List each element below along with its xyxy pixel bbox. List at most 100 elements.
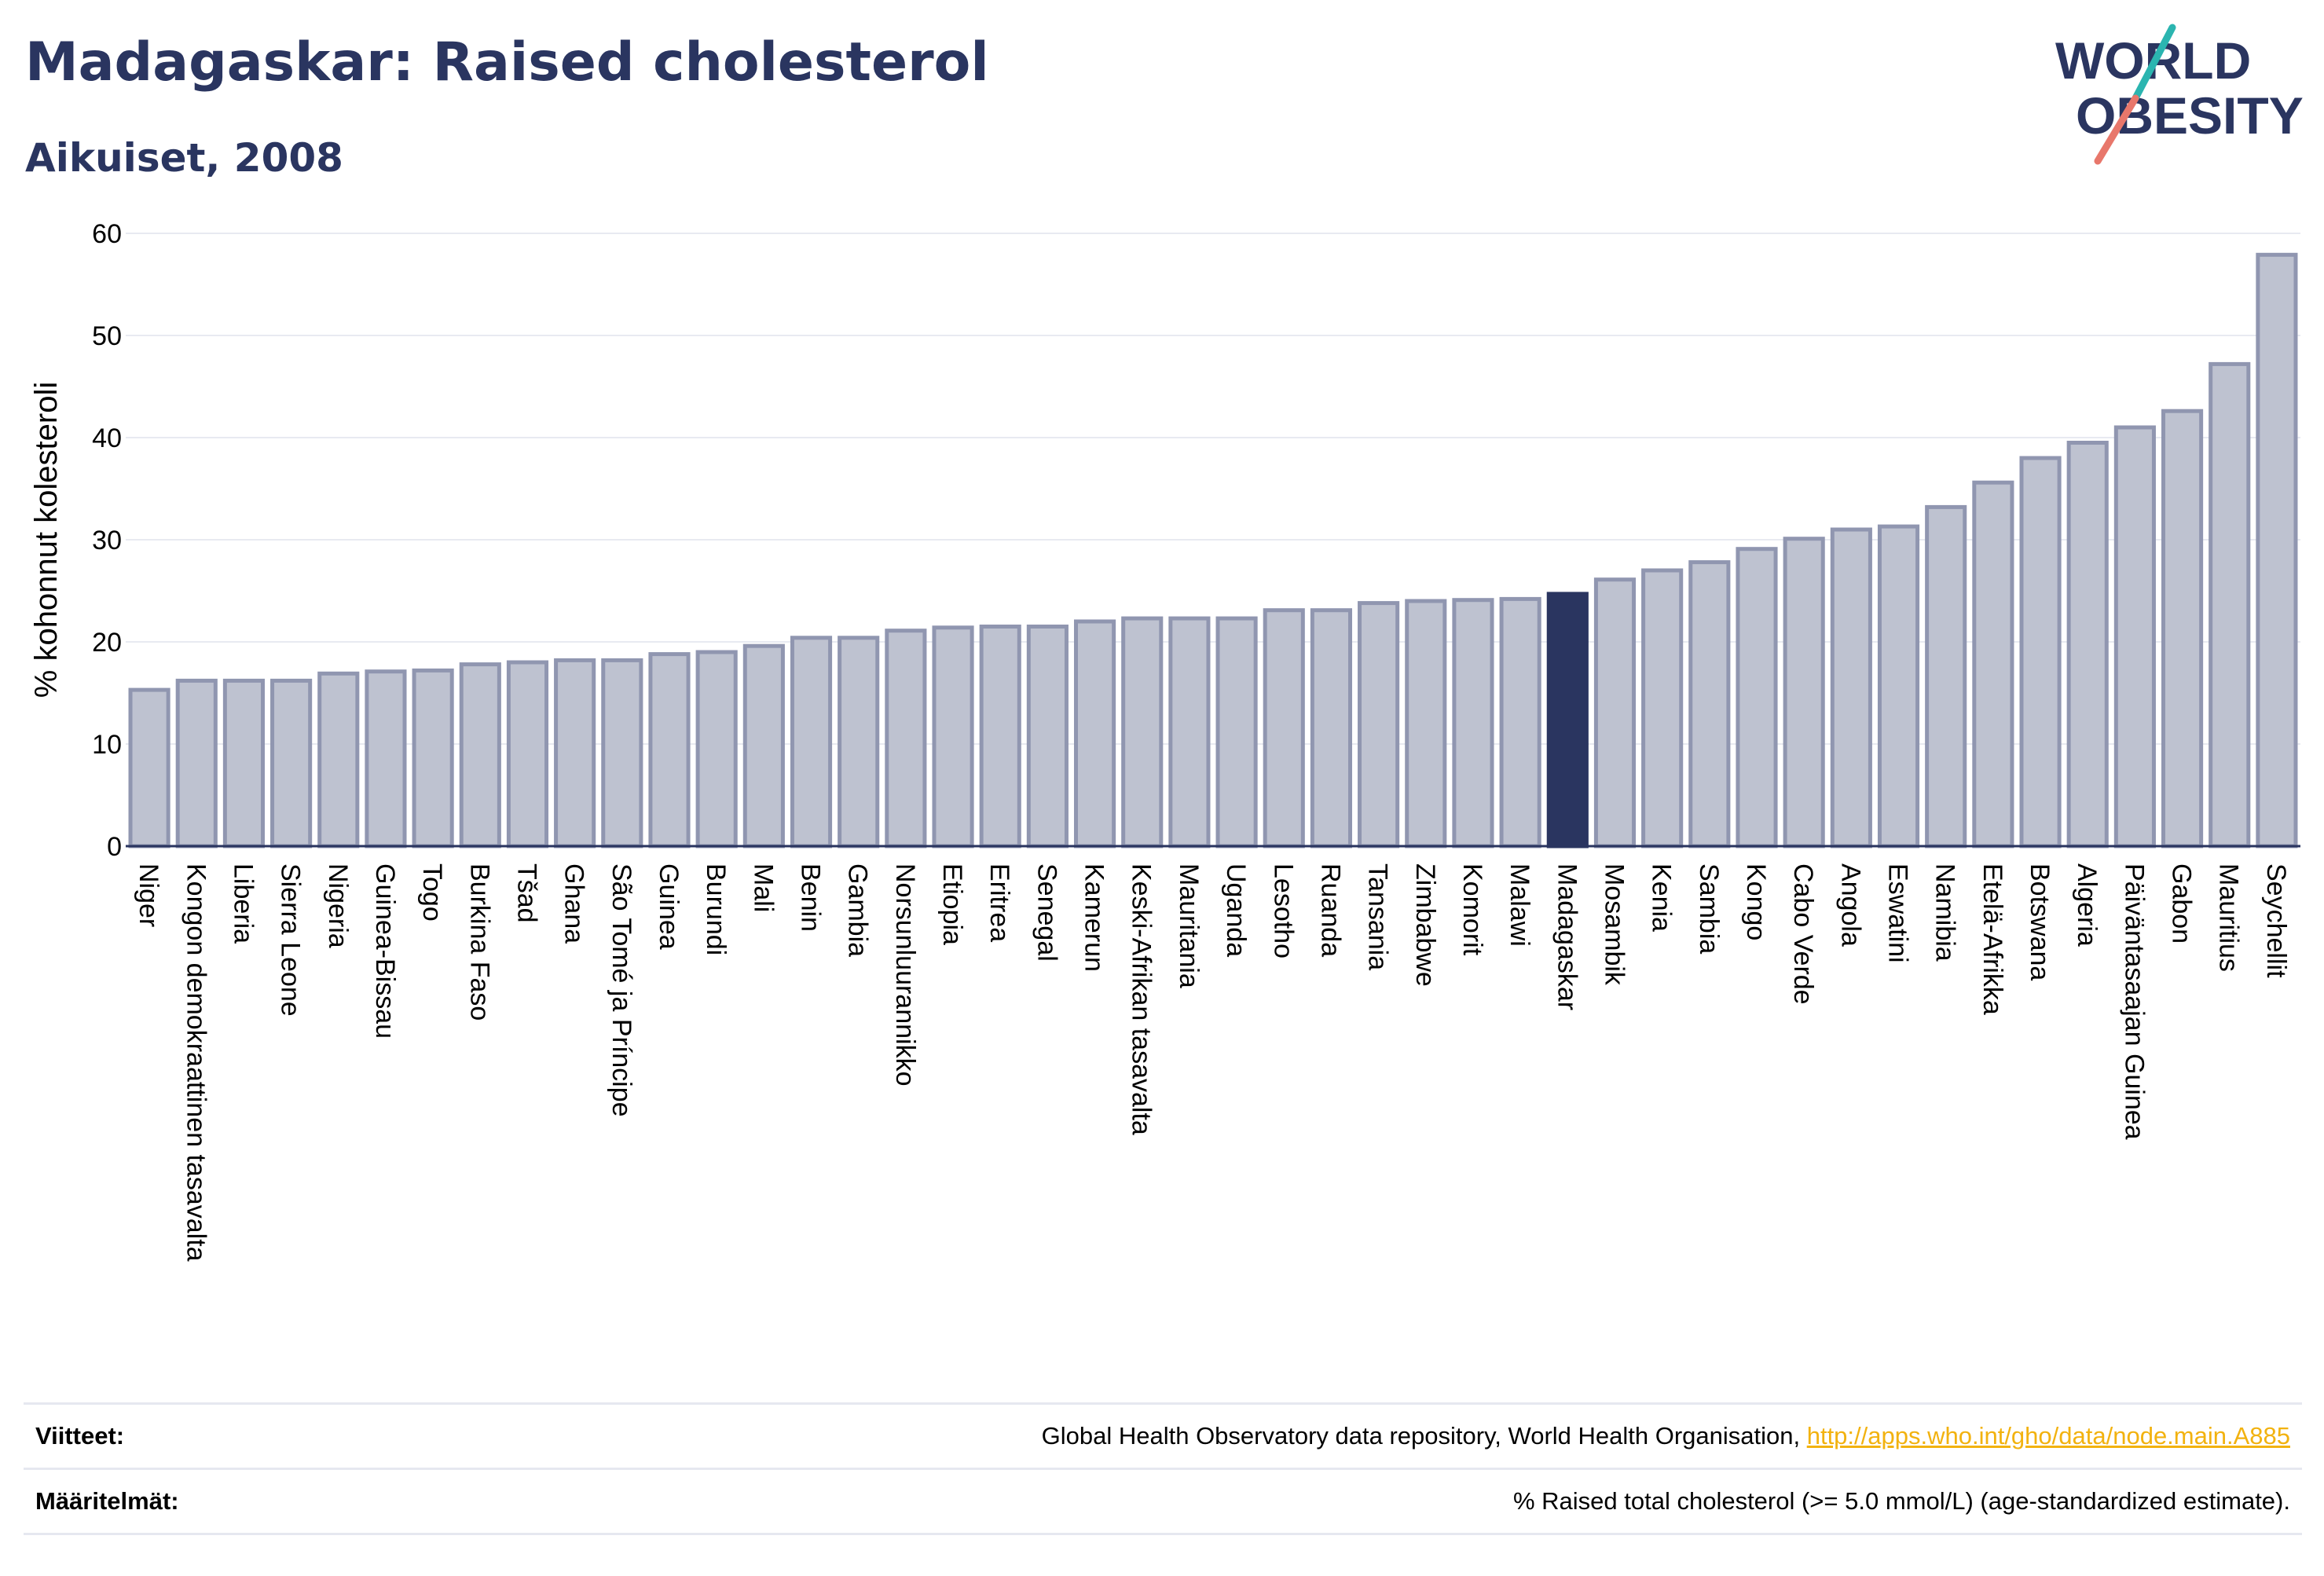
bar-burkina-faso <box>459 662 501 848</box>
bar-eritrea <box>979 625 1021 848</box>
sources-link[interactable]: http://apps.who.int/gho/data/node.main.A… <box>1806 1422 2290 1450</box>
logo-slash-teal <box>2132 24 2176 102</box>
bar-lesotho <box>1263 608 1305 848</box>
bar-uganda <box>1215 616 1258 848</box>
definitions-label: Määritelmät: <box>35 1487 179 1515</box>
bar-mali <box>742 643 785 848</box>
x-tick-label: Burkina Faso <box>464 863 494 1021</box>
bar-kamerun <box>1073 619 1116 848</box>
x-tick-label: Ruanda <box>1315 863 1345 957</box>
footer: Viitteet: Global Health Observatory data… <box>24 1402 2302 1535</box>
bar-mauritania <box>1168 616 1211 848</box>
x-tick-label: Etelä-Afrikka <box>1978 863 2007 1015</box>
logo-slash-coral <box>2094 94 2139 165</box>
x-tick-label: Kamerun <box>1080 863 1109 972</box>
bar-t-ad <box>506 660 549 848</box>
y-tick-label: 50 <box>92 321 122 351</box>
y-axis-ticks: 0 10 20 30 40 50 60 <box>92 219 122 862</box>
bar-kongon-demokraattinen-tasavalta <box>175 678 218 848</box>
y-tick-label: 30 <box>92 526 122 555</box>
x-tick-label: Tšad <box>511 863 541 923</box>
y-tick-label: 0 <box>107 832 122 862</box>
y-tick-label: 20 <box>92 628 122 658</box>
x-tick-label: Komorit <box>1457 863 1487 956</box>
bar-etel-afrikka <box>1972 480 2014 848</box>
x-tick-label: Togo <box>417 863 447 922</box>
x-tick-label: Benin <box>796 863 826 932</box>
x-tick-label: Guinea-Bissau <box>370 863 400 1039</box>
x-tick-label: Kenia <box>1647 863 1677 932</box>
bar-norsunluurannikko <box>885 629 927 848</box>
bar-mauritius <box>2209 361 2251 848</box>
definitions-text: % Raised total cholesterol (>= 5.0 mmol/… <box>1512 1487 2290 1515</box>
footer-definitions-row: Määritelmät: % Raised total cholesterol … <box>24 1468 2302 1535</box>
bar-ghana <box>554 658 596 848</box>
x-tick-label: Nigeria <box>323 863 353 948</box>
bar-gambia <box>838 636 880 848</box>
bar-angola <box>1830 527 1872 848</box>
bar-cabo-verde <box>1783 537 1825 848</box>
bar-sierra-leone <box>270 678 313 848</box>
footer-sources-row: Viitteet: Global Health Observatory data… <box>24 1402 2302 1468</box>
sources-description: Global Health Observatory data repositor… <box>1041 1422 1807 1450</box>
bar-p-iv-ntasaajan-guinea <box>2113 425 2156 848</box>
sources-label: Viitteet: <box>35 1422 125 1450</box>
bar-niger <box>128 687 170 848</box>
bar-etiopia <box>932 625 974 848</box>
page-title: Madagaskar: Raised cholesterol <box>25 31 989 93</box>
bar-zimbabwe <box>1405 599 1447 848</box>
x-tick-label: Päiväntasaajan Guinea <box>2119 863 2149 1140</box>
bar-namibia <box>1925 504 1967 848</box>
bar-seychellit <box>2256 252 2298 848</box>
bar-sambia <box>1688 560 1731 848</box>
x-tick-label: Mali <box>748 863 778 912</box>
x-tick-label: Guinea <box>654 863 684 950</box>
x-tick-label: Mauritius <box>2214 863 2244 972</box>
x-tick-label: Liberia <box>228 863 258 944</box>
bar-kongo <box>1736 547 1778 848</box>
x-tick-label: Cabo Verde <box>1788 863 1818 1005</box>
x-tick-label: Kongon demokraattinen tasavalta <box>181 863 211 1262</box>
x-tick-label: Burundi <box>701 863 731 955</box>
bar-nigeria <box>317 671 360 848</box>
bar-senegal <box>1026 625 1069 848</box>
x-tick-label: Ghana <box>559 863 589 944</box>
bar-chart: 0 10 20 30 40 50 60 Niger Kongon demokraattinen… <box>29 219 2300 1262</box>
x-axis-labels: Niger Kongon demokraattinen tasavalta Libe… <box>134 863 2291 1262</box>
bar-komorit <box>1452 598 1494 848</box>
x-tick-label: Niger <box>134 863 163 927</box>
x-tick-label: Senegal <box>1032 863 1061 962</box>
x-tick-label: São Tomé ja Príncipe <box>607 863 636 1117</box>
bar-algeria <box>2066 441 2109 848</box>
bar-guinea-bissau <box>365 669 407 848</box>
x-tick-label: Botswana <box>2025 863 2055 980</box>
bar-ruanda <box>1310 608 1353 848</box>
bar-benin <box>790 636 833 848</box>
x-tick-label: Sambia <box>1694 863 1724 954</box>
y-tick-label: 10 <box>92 730 122 760</box>
bar-malawi <box>1499 596 1541 848</box>
page-subtitle: Aikuiset, 2008 <box>25 135 343 181</box>
bar-burundi <box>695 650 738 848</box>
x-tick-label: Tansania <box>1363 863 1393 970</box>
x-tick-label: Madagaskar <box>1552 863 1582 1010</box>
x-tick-label: Kongo <box>1741 863 1771 940</box>
y-tick-label: 60 <box>92 219 122 249</box>
x-tick-label: Keski-Afrikan tasavalta <box>1127 863 1157 1135</box>
bar-liberia <box>222 678 266 848</box>
x-tick-label: Seychellit <box>2261 863 2291 978</box>
bar-madagaskar <box>1546 592 1589 848</box>
x-tick-label: Zimbabwe <box>1410 863 1440 987</box>
x-tick-label: Etiopia <box>937 863 967 945</box>
bar-s-o-tom-ja-pr-ncipe <box>601 658 643 848</box>
x-tick-label: Angola <box>1835 863 1865 947</box>
x-tick-label: Sierra Leone <box>276 863 306 1017</box>
y-axis-title: % kohonnut kolesteroli <box>29 382 64 698</box>
bar-kenia <box>1641 568 1684 848</box>
bar-gabon <box>2161 409 2204 848</box>
x-tick-label: Eritrea <box>984 863 1014 942</box>
y-tick-label: 40 <box>92 423 122 453</box>
x-tick-label: Mosambik <box>1599 863 1629 986</box>
x-tick-label: Mauritania <box>1174 863 1204 988</box>
x-tick-label: Gambia <box>843 863 873 957</box>
